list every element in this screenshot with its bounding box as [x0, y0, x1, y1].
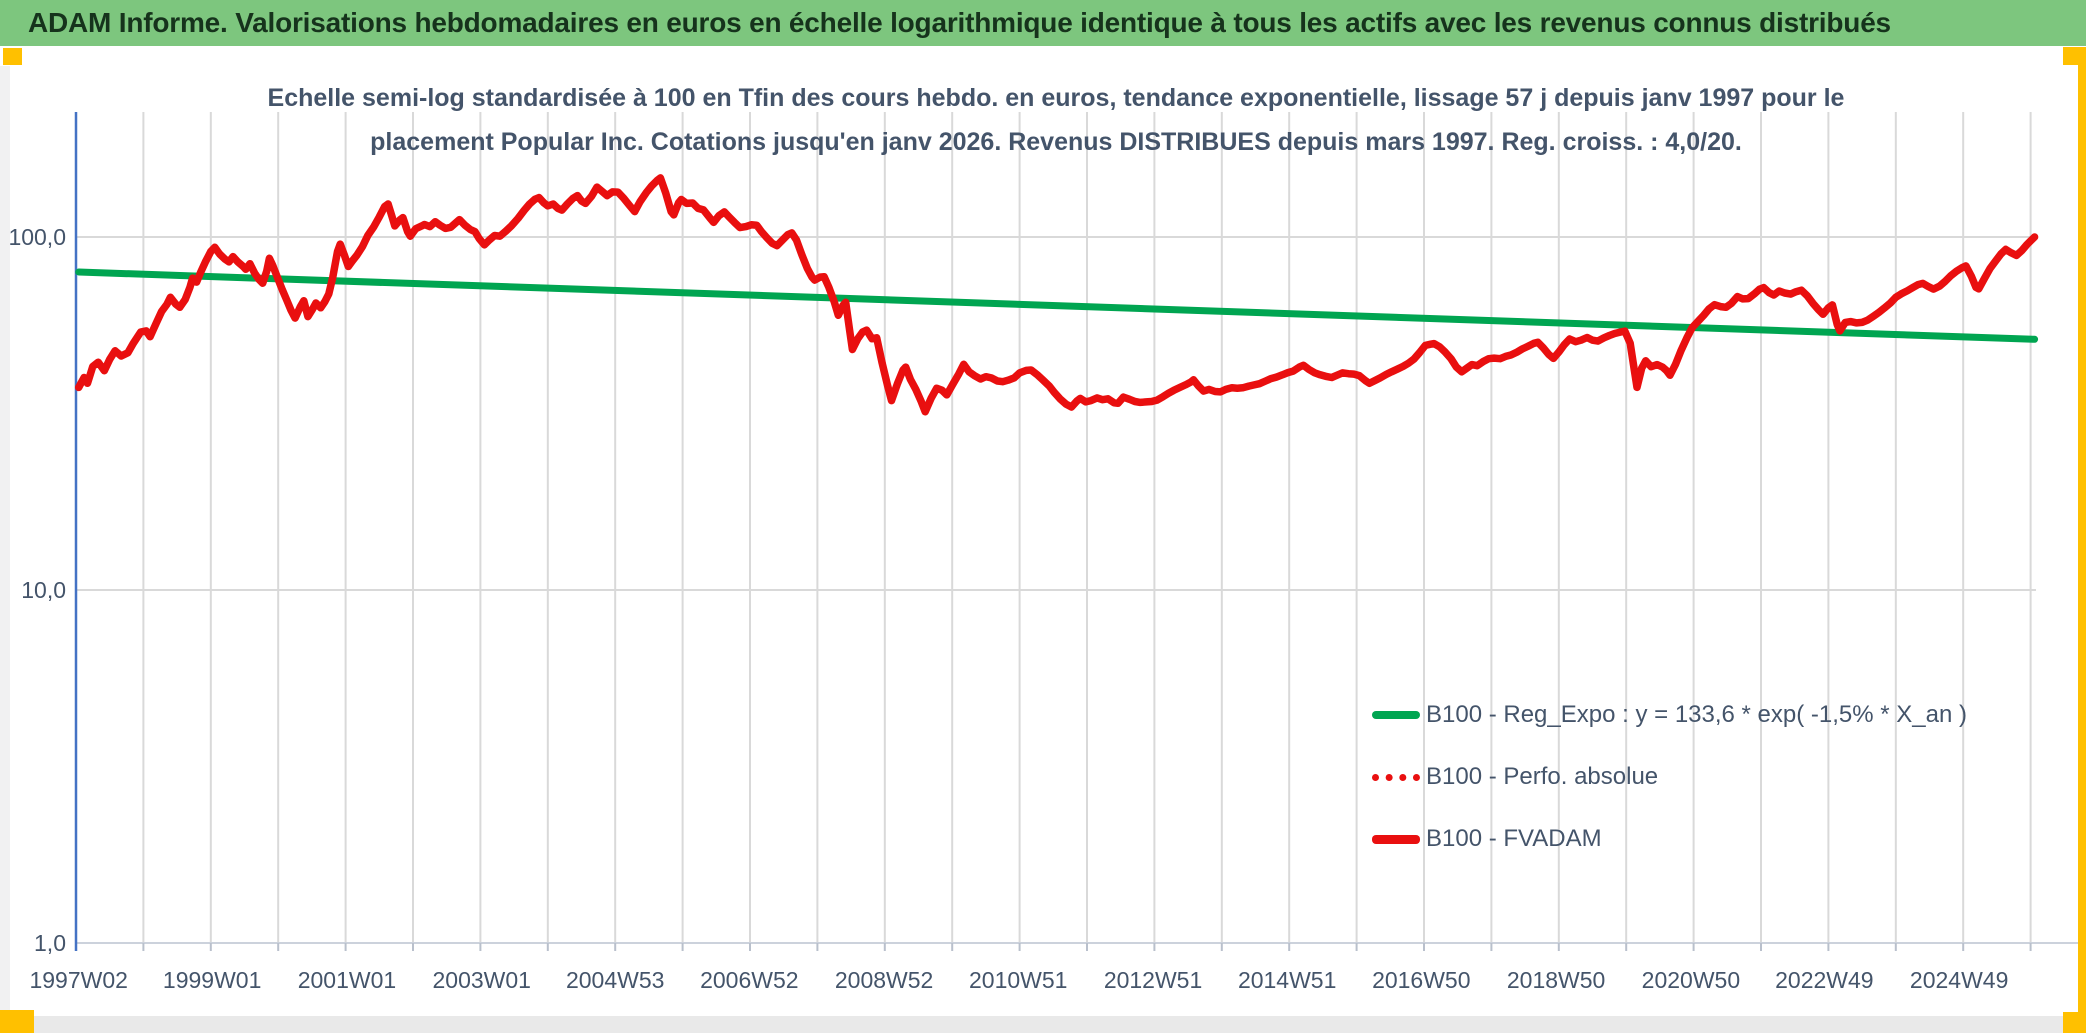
y-axis-label: 10,0: [21, 577, 66, 603]
legend-item-fvadam[interactable]: B100 - FVADAM: [1372, 808, 1967, 870]
trend-line-reg-expo: [75, 268, 2039, 343]
report-title-bar: ADAM Informe. Valorisations hebdomadaire…: [0, 0, 2086, 46]
legend-label: B100 - FVADAM: [1426, 825, 1602, 852]
x-axis-label: 2020W50: [1642, 967, 1740, 993]
x-axis-label: 2003W01: [433, 967, 531, 993]
x-axis-label: 2022W49: [1775, 967, 1873, 993]
x-axis-label: 2024W49: [1910, 967, 2008, 993]
chart-subtitle: Echelle semi-log standardisée à 100 en T…: [76, 76, 2036, 164]
accent-edge-right: [2078, 48, 2086, 1033]
y-axis-labels[interactable]: 100,0 10,0 1,0: [8, 224, 66, 956]
chart-panel[interactable]: [10, 66, 2081, 1016]
chart-subtitle-line2: placement Popular Inc. Cotations jusqu'e…: [370, 128, 1742, 156]
x-axis-label: 2001W01: [298, 967, 396, 993]
x-axis-label: 2008W52: [835, 967, 933, 993]
x-axis-label: 2018W50: [1507, 967, 1605, 993]
x-axis-labels[interactable]: 1997W02 1999W01 2001W01 2003W01 2004W53 2006W…: [29, 967, 2008, 993]
dotted-line-swatch-icon: [1372, 773, 1420, 781]
y-axis-label: 100,0: [8, 224, 66, 250]
x-axis-label: 2004W53: [566, 967, 664, 993]
x-axis-label: 2012W51: [1104, 967, 1202, 993]
y-axis-label: 1,0: [34, 930, 66, 956]
series-line-fvadam: [74, 174, 2039, 416]
legend-item-reg-expo[interactable]: B100 - Reg_Expo : y = 133,6 * exp( -1,5%…: [1372, 684, 1967, 746]
x-axis-label: 1999W01: [163, 967, 261, 993]
x-axis-label: 1997W02: [29, 967, 127, 993]
accent-square-bottom-left: [0, 1010, 34, 1033]
chart-legend: B100 - Reg_Expo : y = 133,6 * exp( -1,5%…: [1372, 684, 1967, 870]
x-axis-label: 2014W51: [1238, 967, 1336, 993]
header-gap-strip: [0, 46, 2086, 66]
legend-label: B100 - Perfo. absolue: [1426, 763, 1659, 790]
x-axis-ticks: [75, 943, 2032, 951]
report-title: ADAM Informe. Valorisations hebdomadaire…: [28, 7, 1891, 38]
x-axis-label: 2016W50: [1372, 967, 1470, 993]
y-gridlines: [76, 236, 2036, 591]
x-axis-label: 2010W51: [969, 967, 1067, 993]
legend-label: B100 - Reg_Expo : y = 133,6 * exp( -1,5%…: [1426, 701, 1967, 728]
bottom-strip: [0, 1016, 2086, 1033]
x-axis-label: 2006W52: [700, 967, 798, 993]
solid-line-swatch-icon: [1372, 834, 1420, 844]
legend-item-perfo-absolue[interactable]: B100 - Perfo. absolue: [1372, 746, 1967, 808]
accent-square-top-left: [3, 48, 22, 65]
chart-subtitle-line1: Echelle semi-log standardisée à 100 en T…: [267, 84, 1845, 112]
trend-line-swatch-icon: [1372, 711, 1420, 719]
